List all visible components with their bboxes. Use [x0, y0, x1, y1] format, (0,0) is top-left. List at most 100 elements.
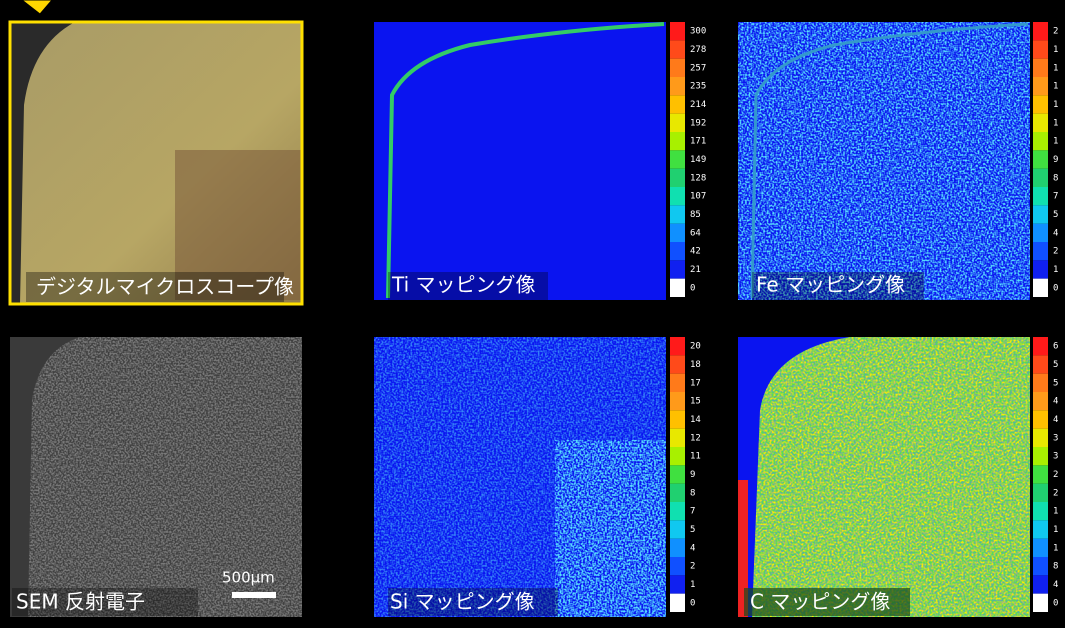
scale-bar-label: 500μm: [222, 569, 275, 587]
colorbar-tick-label: 3: [1053, 433, 1058, 443]
colorbar-segment: [670, 58, 685, 77]
colorbar-segment: [1033, 132, 1048, 151]
colorbar-tick-label: 1: [1053, 543, 1058, 553]
colorbar-segment: [1033, 113, 1048, 132]
si-map-panel: Si マッピング像: [374, 337, 666, 617]
colorbar-segment: [1033, 447, 1048, 466]
colorbar-tick-label: 14: [690, 415, 701, 425]
colorbar-segment: [670, 538, 685, 557]
colorbar-tick-label: 0: [1053, 283, 1058, 293]
panel-label: C マッピング像: [750, 590, 890, 614]
colorbar-segment: [670, 465, 685, 484]
colorbar-tick-label: 9: [1053, 155, 1058, 165]
c-map-panel: C マッピング像: [738, 337, 1030, 617]
colorbar-segment: [670, 22, 685, 41]
colorbar-segment: [670, 447, 685, 466]
colorbar-tick-label: 8: [1053, 562, 1058, 572]
colorbar-tick-label: 2: [1053, 470, 1058, 480]
colorbar-segment: [1033, 575, 1048, 594]
colorbar-tick-label: 21: [690, 265, 701, 275]
colorbar-tick-label: 2: [690, 562, 695, 572]
colorbar-segment: [1033, 538, 1048, 557]
colorbar-segment: [1033, 557, 1048, 576]
colorbar-segment: [1033, 95, 1048, 114]
colorbar-tick-label: 7: [690, 507, 695, 517]
colorbar-segment: [670, 113, 685, 132]
colorbar-segment: [670, 260, 685, 279]
colorbar-tick-label: 0: [690, 283, 695, 293]
colorbar-tick-label: 1: [1053, 507, 1058, 517]
colorbar-tick-label: 5: [1053, 210, 1058, 220]
colorbar-segment: [1033, 410, 1048, 429]
colorbar-segment: [1033, 520, 1048, 539]
colorbar-segment: [1033, 150, 1048, 169]
sem-panel: 500μm SEM 反射電子: [10, 337, 302, 617]
colorbar-segment: [670, 355, 685, 374]
colorbar-tick-label: 12: [690, 433, 701, 443]
colorbar-segment: [670, 278, 685, 297]
colorbar-tick-label: 149: [690, 155, 706, 165]
colorbar-segment: [1033, 242, 1048, 261]
colorbar-segment: [670, 557, 685, 576]
colorbar-tick-label: 8: [1053, 173, 1058, 183]
colorbar-tick-label: 192: [690, 118, 706, 128]
colorbar-tick-label: 171: [690, 137, 706, 147]
colorbar-tick-label: 1: [1053, 45, 1058, 55]
panel-label: SEM 反射電子: [16, 590, 145, 614]
colorbar-tick-label: 214: [690, 100, 706, 110]
colorbar-segment: [670, 428, 685, 447]
pointer-arrow: [21, 0, 53, 15]
colorbar-segment: [670, 40, 685, 59]
colorbar-tick-label: 300: [690, 27, 706, 37]
colorbar-segment: [670, 77, 685, 96]
colorbar-tick-label: 257: [690, 63, 706, 73]
colorbar-segment: [670, 205, 685, 224]
colorbar-segment: [1033, 428, 1048, 447]
colorbar-tick-label: 11: [690, 452, 701, 462]
colorbar-tick-label: 17: [690, 378, 701, 388]
colorbar-segment: [1033, 483, 1048, 502]
colorbar-segment: [1033, 77, 1048, 96]
colorbar-segment: [670, 593, 685, 612]
colorbar-tick-label: 5: [1053, 360, 1058, 370]
colorbar-tick-label: 278: [690, 45, 706, 55]
colorbar-segment: [670, 483, 685, 502]
colorbar-segment: [670, 223, 685, 242]
colorbar-segment: [1033, 278, 1048, 297]
colorbar-tick-label: 18: [690, 360, 701, 370]
colorbar-segment: [670, 95, 685, 114]
panel-label: Si マッピング像: [390, 590, 535, 614]
colorbar-segment: [1033, 223, 1048, 242]
colorbar-tick-label: 6: [1053, 342, 1058, 352]
colorbar-tick-label: 1: [690, 580, 695, 590]
colorbar-tick-label: 4: [690, 543, 695, 553]
colorbar-tick-label: 1: [1053, 525, 1058, 535]
colorbar-tick-label: 1: [1053, 82, 1058, 92]
colorbar-tick-label: 235: [690, 82, 706, 92]
colorbar-tick-label: 85: [690, 210, 701, 220]
colorbar-tick-label: 20: [690, 342, 701, 352]
colorbar-segment: [670, 502, 685, 521]
colorbar-segment: [670, 187, 685, 206]
colorbar-segment: [1033, 260, 1048, 279]
colorbar-segment: [1033, 355, 1048, 374]
colorbar-tick-label: 3: [1053, 452, 1058, 462]
colorbar-segment: [1033, 373, 1048, 392]
colorbar-segment: [670, 575, 685, 594]
colorbar-tick-label: 9: [690, 470, 695, 480]
colorbar-segment: [670, 520, 685, 539]
colorbar-tick-label: 42: [690, 247, 701, 257]
colorbar-tick-label: 0: [690, 598, 695, 608]
fe-map-panel: Fe マッピング像: [738, 22, 1030, 300]
colorbar-tick-label: 15: [690, 397, 701, 407]
colorbar-segment: [670, 242, 685, 261]
colorbar-tick-label: 1: [1053, 63, 1058, 73]
colorbar-tick-label: 2: [1053, 488, 1058, 498]
colorbar-tick-label: 5: [690, 525, 695, 535]
panel-label: Ti マッピング像: [391, 273, 536, 297]
panel-label: Fe マッピング像: [756, 273, 905, 297]
colorbar-tick-label: 4: [1053, 415, 1058, 425]
colorbar-tick-label: 4: [1053, 397, 1058, 407]
